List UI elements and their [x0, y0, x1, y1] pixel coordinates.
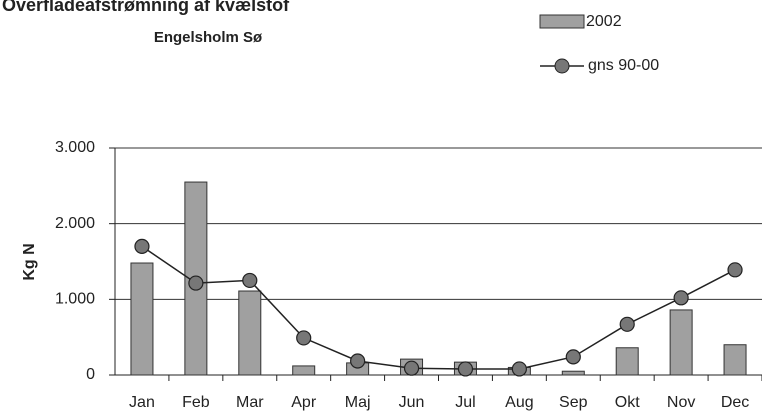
bar	[615, 347, 639, 376]
legend-label: 2002	[586, 13, 622, 30]
x-tick-label: Sep	[559, 394, 588, 411]
x-tick-label: Mar	[236, 394, 264, 411]
line-marker	[134, 238, 150, 254]
y-axis-label: Kg N	[21, 243, 38, 280]
line-marker	[242, 272, 258, 289]
line-marker	[296, 330, 312, 346]
bar	[238, 290, 262, 376]
line-marker	[619, 316, 635, 332]
y-tick-label: 0	[86, 366, 95, 383]
line-marker	[350, 353, 366, 369]
x-tick-label: Jul	[455, 394, 475, 411]
line-marker	[511, 361, 527, 377]
line-marker	[403, 360, 420, 376]
line	[141, 245, 736, 370]
y-tick-label: 1.000	[55, 291, 95, 308]
x-tick-label: Jan	[129, 394, 155, 411]
legend-label: gns 90-00	[588, 57, 659, 74]
chart-subtitle: Engelsholm Sø	[154, 29, 263, 46]
legend-marker	[554, 58, 570, 74]
x-tick-label: Apr	[291, 394, 317, 411]
y-tick-label: 2.000	[55, 215, 95, 232]
bar	[292, 365, 316, 376]
x-tick-label: Nov	[667, 394, 695, 411]
bar	[669, 309, 693, 376]
chart-title: Overfladeafstrømning af kvælstof	[2, 0, 290, 15]
line-marker	[188, 275, 204, 291]
bar	[723, 344, 747, 376]
line-marker	[727, 262, 743, 278]
line-marker	[673, 290, 689, 306]
x-tick-label: Maj	[345, 394, 371, 411]
x-tick-label: Feb	[182, 394, 210, 411]
x-tick-label: Dec	[721, 394, 749, 411]
legend-swatch	[539, 14, 585, 29]
x-tick-label: Jun	[399, 394, 425, 411]
y-tick-label: 3.000	[55, 139, 95, 156]
bar	[561, 370, 585, 376]
x-tick-label: Okt	[615, 394, 640, 411]
x-tick-label: Aug	[505, 394, 533, 411]
bar	[130, 262, 154, 376]
line-marker	[565, 349, 581, 365]
line-marker	[457, 361, 474, 377]
